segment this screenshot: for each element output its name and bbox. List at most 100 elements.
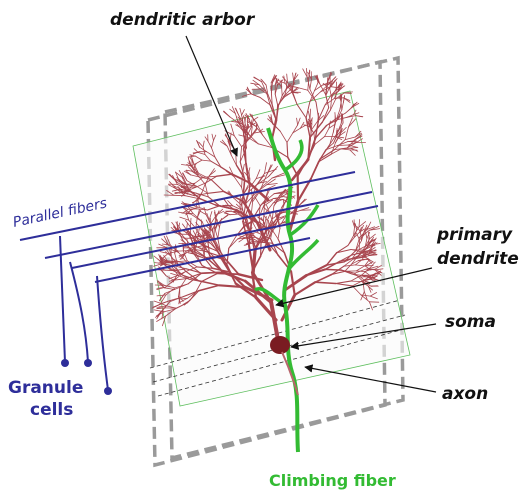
dashed-line [157, 327, 409, 397]
dendrite-branch [364, 271, 371, 277]
dendrite-branch [259, 96, 271, 106]
dendrite-branch [370, 272, 377, 277]
dendrite-branch [355, 265, 366, 272]
dendrite-branch [187, 166, 194, 172]
dendrite-branch [314, 136, 326, 145]
dendrite-branch [241, 200, 259, 224]
dendrite-branch [271, 174, 286, 179]
dendrite-branch [170, 256, 174, 267]
dendrite-branch [351, 285, 362, 296]
dendrite-branch [261, 81, 267, 93]
dendrite-branch [181, 190, 188, 197]
dendrite-branch [286, 73, 288, 83]
dashed-line [152, 314, 406, 383]
dendrite-branch [208, 211, 213, 221]
fiber [44, 191, 373, 259]
dendrite-branch [351, 260, 359, 265]
dendrite-branch [158, 305, 168, 308]
dendrite-branch [355, 237, 360, 252]
dendrite-branch [198, 172, 212, 181]
dendrite-branch [325, 261, 346, 266]
dendrite-branch [237, 116, 243, 122]
dendrite-branch [184, 247, 193, 253]
dendrite-branch [343, 250, 357, 263]
dendrite-branch [246, 126, 252, 137]
dendrite-branch [173, 187, 184, 193]
dendrite-branch [255, 169, 261, 179]
dendrite-branch [277, 96, 285, 106]
dendrite-branch [250, 82, 260, 86]
dendrite-branch [160, 294, 167, 303]
dendrite-branch [185, 270, 200, 282]
dendrite-branch [369, 251, 377, 254]
dendrite-branch [277, 79, 284, 86]
dendrite-branch [179, 188, 188, 192]
dendrite-branch [328, 120, 331, 129]
dendrite-branch [343, 95, 345, 103]
dendrite-branch [347, 144, 358, 148]
dendrite-branch [159, 302, 168, 307]
dendrite-branch [283, 92, 292, 98]
dendrite-branch [246, 121, 248, 130]
dendrite-branch [171, 267, 179, 276]
dendrite-branch [318, 153, 332, 163]
dendrite-branch [211, 133, 214, 141]
dendrite-branch [214, 204, 238, 211]
dendrite-branch [202, 175, 218, 178]
dendrite-branch [236, 234, 246, 239]
dendrite-branch [178, 211, 192, 215]
dendrite-branch [172, 275, 177, 283]
dendrite-branch [200, 272, 219, 283]
dendrite-branch [335, 134, 341, 143]
dendrite-branch [277, 238, 285, 254]
dendrite-branch [211, 147, 216, 158]
dendrite-branch [369, 253, 378, 256]
dendrite-branch [252, 192, 260, 203]
dendrite-branch [221, 139, 228, 147]
dendrite-branch [195, 227, 203, 241]
label-cells: cells [30, 400, 73, 420]
dendrite-branch [252, 131, 260, 134]
dendrite-branch [205, 175, 218, 184]
dendrite-branch [336, 122, 342, 134]
dendrite-branch [230, 123, 235, 136]
dendrite-branch [354, 272, 364, 282]
dendrite-branch [314, 82, 319, 91]
dendrite-branch [213, 134, 217, 141]
dendrite-branch [283, 75, 286, 84]
dendrite-branch [223, 198, 229, 206]
dendrite-branch [330, 78, 338, 88]
dendrite-branch [324, 268, 343, 271]
dendrite-branch [366, 226, 376, 230]
dendrite-branch [228, 139, 231, 148]
dendrite-branch [187, 208, 197, 210]
dendrite-branch [367, 285, 372, 293]
dendrite-branch [207, 140, 212, 149]
dendrite-branch [283, 88, 287, 98]
dendrite-branch [331, 270, 346, 276]
dendrite-branch [160, 269, 167, 277]
dendrite-branch [265, 229, 269, 243]
dendrite-branch [225, 259, 240, 276]
dendrite-branch [196, 192, 209, 198]
dendrite-branch [166, 190, 175, 196]
dendrite-branch [264, 216, 267, 225]
dendrite-branch [298, 198, 307, 207]
dendrite-branch [351, 256, 358, 265]
dendrite-branch [172, 185, 181, 190]
dendrite-branch [370, 242, 378, 248]
dendrite-branch [354, 264, 366, 267]
dendrite-branch [250, 119, 254, 128]
dendrite-branch [161, 238, 169, 246]
dendrite-branch [257, 216, 264, 222]
dendrite-branch [356, 226, 361, 233]
dendrite-branch [209, 229, 211, 236]
dendrite-branch [243, 186, 249, 195]
dendrite-branch [185, 169, 194, 172]
dendrite-branch [279, 130, 288, 143]
dendrite-branch [174, 265, 187, 270]
dendrite-branch [255, 123, 258, 129]
dendrite-branch [153, 263, 164, 267]
dendrite-branch [354, 268, 367, 274]
